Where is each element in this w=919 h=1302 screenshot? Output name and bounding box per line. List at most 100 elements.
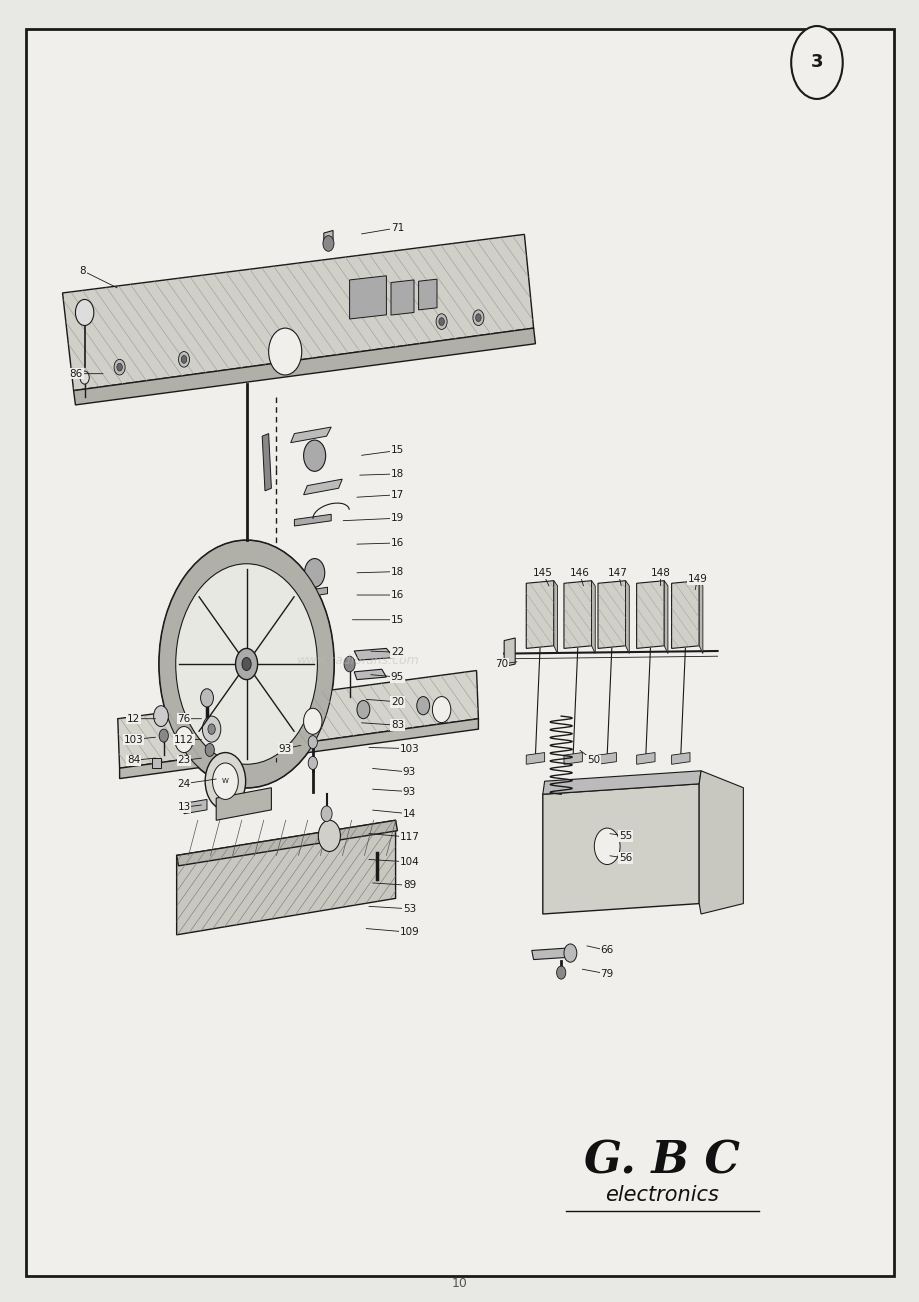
Text: 16: 16 [391, 538, 403, 548]
Circle shape [438, 318, 444, 326]
Text: 16: 16 [391, 590, 403, 600]
Circle shape [235, 648, 257, 680]
Polygon shape [152, 758, 161, 768]
Text: 79: 79 [600, 969, 613, 979]
Text: 117: 117 [399, 832, 419, 842]
Circle shape [205, 743, 214, 756]
Text: 18: 18 [391, 566, 403, 577]
Polygon shape [664, 581, 667, 654]
Polygon shape [62, 234, 533, 391]
Circle shape [436, 314, 447, 329]
Text: 112: 112 [174, 734, 194, 745]
Circle shape [159, 729, 168, 742]
Text: 109: 109 [399, 927, 419, 937]
Text: 3: 3 [810, 53, 823, 72]
Text: 17: 17 [391, 490, 403, 500]
Text: 76: 76 [177, 713, 190, 724]
Polygon shape [176, 820, 395, 935]
Polygon shape [597, 581, 625, 648]
Circle shape [308, 756, 317, 769]
Text: www.radiofans.com: www.radiofans.com [297, 654, 420, 667]
Circle shape [159, 540, 334, 788]
Polygon shape [118, 671, 478, 768]
Text: 89: 89 [403, 880, 415, 891]
Text: 103: 103 [399, 743, 419, 754]
Polygon shape [698, 581, 702, 654]
Polygon shape [418, 279, 437, 310]
Polygon shape [504, 638, 515, 667]
Text: 15: 15 [391, 445, 403, 456]
Circle shape [75, 299, 94, 326]
Circle shape [303, 708, 322, 734]
Circle shape [181, 355, 187, 363]
Circle shape [416, 697, 429, 715]
Polygon shape [262, 434, 271, 491]
Text: 18: 18 [391, 469, 403, 479]
Polygon shape [216, 788, 271, 820]
Text: 93: 93 [403, 786, 415, 797]
Polygon shape [625, 581, 629, 654]
Text: 8: 8 [79, 266, 86, 276]
Circle shape [117, 363, 122, 371]
Polygon shape [62, 234, 533, 391]
Polygon shape [597, 753, 616, 764]
Text: 147: 147 [607, 568, 628, 578]
Circle shape [175, 727, 193, 753]
Circle shape [344, 656, 355, 672]
Polygon shape [553, 581, 557, 654]
Polygon shape [542, 784, 698, 914]
Circle shape [475, 314, 481, 322]
Polygon shape [526, 753, 544, 764]
Polygon shape [563, 581, 591, 648]
Text: 86: 86 [70, 368, 83, 379]
Polygon shape [349, 276, 386, 319]
Text: 66: 66 [600, 945, 613, 956]
Circle shape [268, 328, 301, 375]
Text: 70: 70 [494, 659, 507, 669]
Polygon shape [591, 581, 595, 654]
Polygon shape [303, 479, 342, 495]
Polygon shape [323, 230, 333, 243]
Polygon shape [526, 581, 553, 648]
Circle shape [790, 26, 842, 99]
Polygon shape [542, 771, 700, 794]
Circle shape [303, 440, 325, 471]
Circle shape [594, 828, 619, 865]
Polygon shape [290, 427, 331, 443]
Circle shape [200, 689, 213, 707]
Circle shape [153, 706, 168, 727]
Polygon shape [176, 820, 395, 935]
Polygon shape [671, 753, 689, 764]
Circle shape [304, 559, 324, 587]
Circle shape [563, 944, 576, 962]
Circle shape [357, 700, 369, 719]
Text: 55: 55 [618, 831, 631, 841]
Polygon shape [671, 581, 698, 648]
Text: 50: 50 [586, 755, 599, 766]
Polygon shape [636, 581, 664, 648]
Text: 148: 148 [650, 568, 670, 578]
Polygon shape [636, 753, 654, 764]
Polygon shape [698, 771, 743, 914]
Circle shape [472, 310, 483, 326]
Circle shape [80, 371, 89, 384]
Text: 103: 103 [123, 734, 143, 745]
Polygon shape [636, 581, 664, 648]
Circle shape [202, 716, 221, 742]
Circle shape [212, 763, 238, 799]
Polygon shape [526, 581, 553, 648]
Circle shape [556, 966, 565, 979]
Polygon shape [119, 719, 478, 779]
Text: 145: 145 [532, 568, 552, 578]
Text: 71: 71 [391, 223, 403, 233]
Text: 56: 56 [618, 853, 631, 863]
Text: 12: 12 [127, 713, 140, 724]
Circle shape [176, 564, 317, 764]
Text: 13: 13 [177, 802, 190, 812]
Text: 93: 93 [403, 767, 415, 777]
Polygon shape [294, 587, 327, 599]
Text: electronics: electronics [605, 1185, 719, 1206]
Circle shape [242, 658, 251, 671]
Circle shape [323, 236, 334, 251]
Polygon shape [184, 799, 207, 814]
